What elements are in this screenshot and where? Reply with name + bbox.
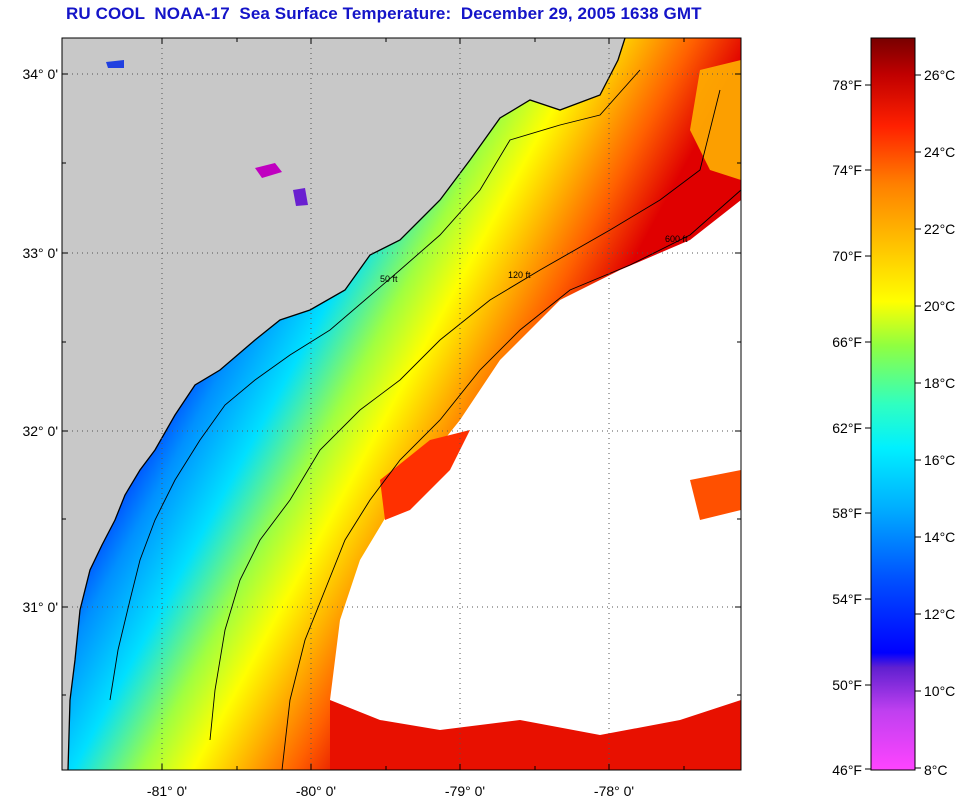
lon-label-78: -78° 0' xyxy=(594,783,634,799)
inland-lake-blue xyxy=(106,60,124,68)
lon-label-81: -81° 0' xyxy=(147,783,187,799)
land-mass xyxy=(62,38,625,770)
colorbar-c-label-20: 20°C xyxy=(924,298,955,314)
colorbar-c-label-22: 22°C xyxy=(924,221,955,237)
map-title: RU COOL NOAA-17 Sea Surface Temperature:… xyxy=(66,4,702,23)
inland-lake-magenta xyxy=(255,163,282,178)
contour-50ft xyxy=(109,69,641,701)
lon-label-80: -80° 0' xyxy=(296,783,336,799)
coastline xyxy=(67,38,626,770)
colorbar-f-label-50: 50°F xyxy=(832,677,862,693)
warm-patch-northeast xyxy=(690,60,741,180)
warm-patch-south xyxy=(330,700,741,770)
colorbar-f-label-54: 54°F xyxy=(832,591,862,607)
colorbar-c-label-24: 24°C xyxy=(924,144,955,160)
colorbar-c-label-14: 14°C xyxy=(924,529,955,545)
colorbar-c-label-16: 16°C xyxy=(924,452,955,468)
warm-patch-mid xyxy=(380,430,470,520)
colorbar-f-label-58: 58°F xyxy=(832,505,862,521)
map-graticule xyxy=(62,38,741,770)
map-frame xyxy=(61,37,742,771)
contour-label-120ft: 120 ft xyxy=(508,270,531,280)
lat-label-33: 33° 0' xyxy=(22,245,58,261)
map-ticks xyxy=(62,38,741,770)
colorbar-f-label-78: 78°F xyxy=(832,77,862,93)
colorbar-c-label-18: 18°C xyxy=(924,375,955,391)
contour-label-50ft: 50 ft xyxy=(380,274,398,284)
sst-water-field xyxy=(68,38,741,770)
lat-label-34: 34° 0' xyxy=(22,66,58,82)
warm-patch-east xyxy=(690,470,741,520)
colorbar-c-label-10: 10°C xyxy=(924,683,955,699)
colorbar-c-label-26: 26°C xyxy=(924,67,955,83)
colorbar-f-label-70: 70°F xyxy=(832,248,862,264)
colorbar xyxy=(870,37,916,771)
lat-label-32: 32° 0' xyxy=(22,423,58,439)
lat-label-31: 31° 0' xyxy=(22,599,58,615)
colorbar-c-label-8: 8°C xyxy=(924,762,948,778)
contour-120ft xyxy=(209,89,721,741)
colorbar-f-label-46: 46°F xyxy=(832,762,862,778)
colorbar-f-label-74: 74°F xyxy=(832,162,862,178)
colorbar-c-label-12: 12°C xyxy=(924,606,955,622)
lon-label-79: -79° 0' xyxy=(445,783,485,799)
inland-lake-purple xyxy=(293,188,308,206)
colorbar-ticks xyxy=(865,74,921,770)
colorbar-f-label-66: 66°F xyxy=(832,334,862,350)
colorbar-f-label-62: 62°F xyxy=(832,420,862,436)
contour-600ft xyxy=(281,189,741,770)
contour-label-600ft: 600 ft xyxy=(665,234,688,244)
